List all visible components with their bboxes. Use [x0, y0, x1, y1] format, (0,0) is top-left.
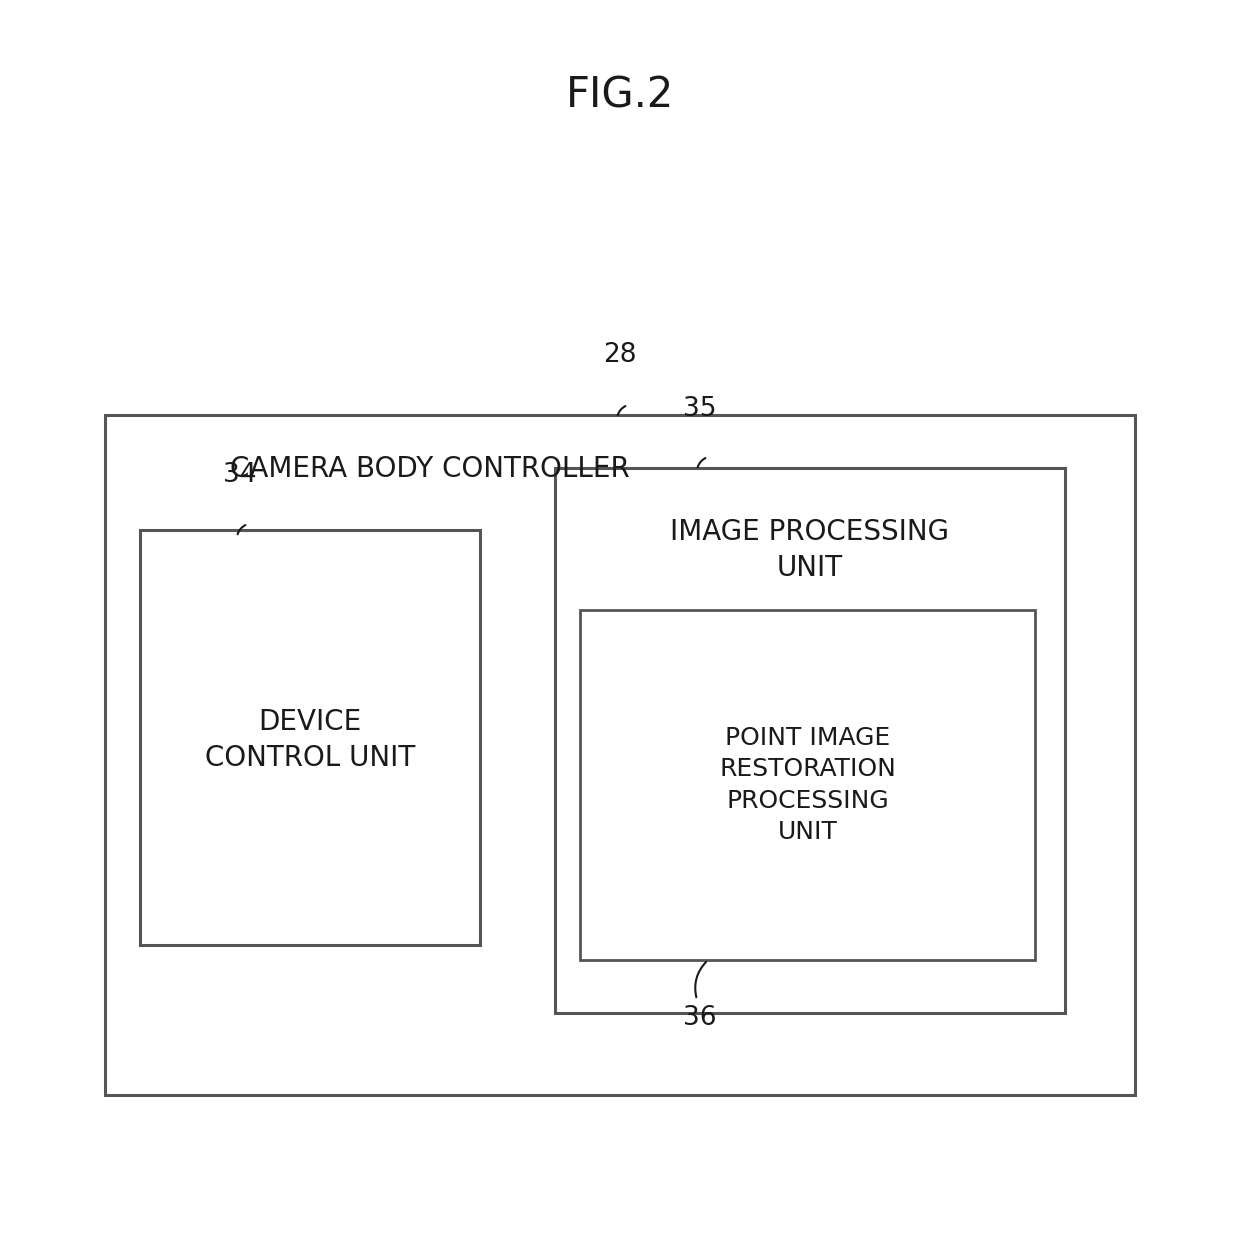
Text: FIG.2: FIG.2 [565, 74, 675, 116]
Text: 35: 35 [683, 397, 717, 421]
Text: 34: 34 [223, 461, 257, 488]
Text: POINT IMAGE
RESTORATION
PROCESSING
UNIT: POINT IMAGE RESTORATION PROCESSING UNIT [719, 726, 897, 844]
Bar [140, 530, 480, 945]
Bar [556, 468, 1065, 1013]
Bar [105, 415, 1135, 1095]
Text: DEVICE
CONTROL UNIT: DEVICE CONTROL UNIT [205, 707, 415, 772]
Bar [580, 610, 1035, 960]
Text: CAMERA BODY CONTROLLER: CAMERA BODY CONTROLLER [229, 455, 630, 483]
Text: IMAGE PROCESSING
UNIT: IMAGE PROCESSING UNIT [671, 518, 950, 582]
Text: 36: 36 [683, 1005, 717, 1031]
Text: 28: 28 [603, 342, 637, 368]
